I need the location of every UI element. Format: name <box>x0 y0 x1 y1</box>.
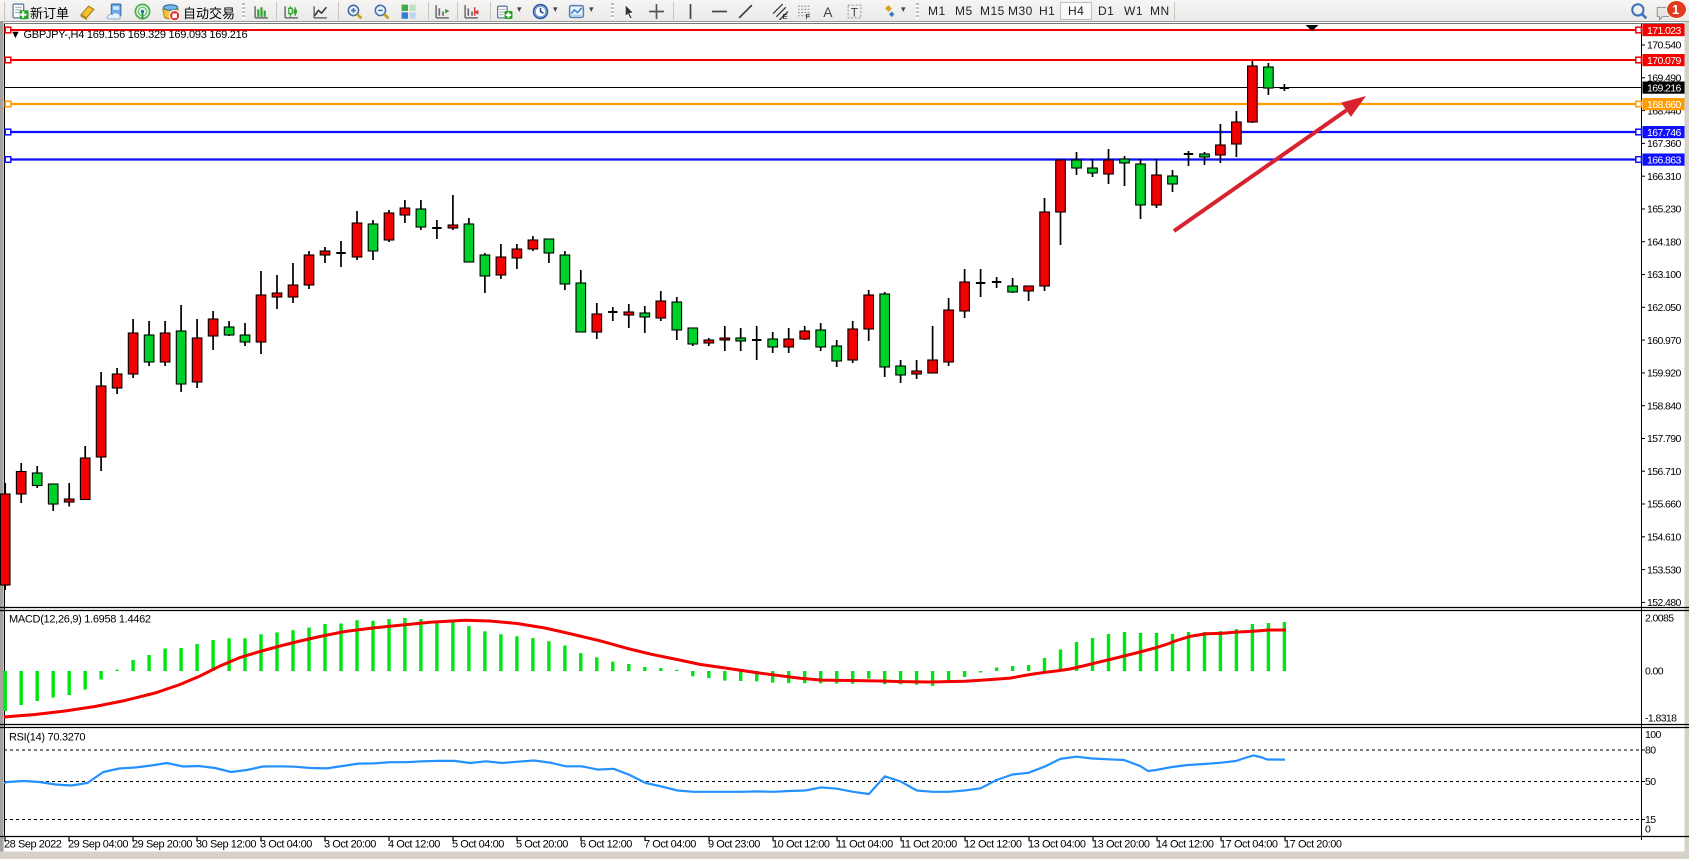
svg-text:171.023: 171.023 <box>1647 25 1682 37</box>
svg-text:167.360: 167.360 <box>1647 138 1682 150</box>
svg-text:13 Oct 04:00: 13 Oct 04:00 <box>1028 839 1086 851</box>
svg-text:100: 100 <box>1645 729 1661 741</box>
svg-text:6 Oct 12:00: 6 Oct 12:00 <box>580 839 632 851</box>
svg-text:17 Oct 04:00: 17 Oct 04:00 <box>1220 839 1278 851</box>
svg-text:11 Oct 20:00: 11 Oct 20:00 <box>900 839 957 851</box>
svg-text:30 Sep 12:00: 30 Sep 12:00 <box>196 839 256 851</box>
svg-text:5 Oct 04:00: 5 Oct 04:00 <box>452 839 504 851</box>
svg-text:▼ GBPJPY-,H4 169.156 169.329: ▼ GBPJPY-,H4 169.156 169.329 169.093 169… <box>10 29 248 41</box>
svg-text:156.710: 156.710 <box>1647 466 1682 478</box>
svg-text:28 Sep 2022: 28 Sep 2022 <box>4 839 62 851</box>
svg-text:A: A <box>823 4 833 20</box>
svg-text:-1.8318: -1.8318 <box>1645 713 1677 725</box>
svg-text:158.840: 158.840 <box>1647 400 1682 412</box>
svg-text:29 Sep 20:00: 29 Sep 20:00 <box>132 839 192 851</box>
svg-text:152.480: 152.480 <box>1647 597 1682 609</box>
svg-text:164.180: 164.180 <box>1647 236 1682 248</box>
svg-text:13 Oct 20:00: 13 Oct 20:00 <box>1092 839 1150 851</box>
svg-text:170.540: 170.540 <box>1647 40 1682 52</box>
svg-text:0: 0 <box>1645 824 1651 836</box>
svg-text:MACD(12,26,9) 1.6958 1.4462: MACD(12,26,9) 1.6958 1.4462 <box>9 614 151 626</box>
svg-text:166.863: 166.863 <box>1647 154 1682 166</box>
svg-text:163.100: 163.100 <box>1647 269 1682 281</box>
svg-text:169.216: 169.216 <box>1647 82 1682 94</box>
svg-text:12 Oct 12:00: 12 Oct 12:00 <box>964 839 1022 851</box>
svg-text:9 Oct 23:00: 9 Oct 23:00 <box>708 839 760 851</box>
svg-text:RSI(14) 70.3270: RSI(14) 70.3270 <box>9 732 85 744</box>
svg-text:3 Oct 04:00: 3 Oct 04:00 <box>260 839 312 851</box>
svg-text:3 Oct 20:00: 3 Oct 20:00 <box>324 839 376 851</box>
svg-text:162.050: 162.050 <box>1647 302 1682 314</box>
svg-text:50: 50 <box>1645 776 1656 788</box>
svg-text:167.746: 167.746 <box>1647 127 1682 139</box>
svg-text:5 Oct 20:00: 5 Oct 20:00 <box>516 839 568 851</box>
svg-text:17 Oct 20:00: 17 Oct 20:00 <box>1284 839 1342 851</box>
svg-text:F: F <box>806 12 811 20</box>
svg-text:160.970: 160.970 <box>1647 335 1682 347</box>
svg-text:168.660: 168.660 <box>1647 99 1682 111</box>
svg-text:4 Oct 12:00: 4 Oct 12:00 <box>388 839 440 851</box>
svg-text:170.079: 170.079 <box>1647 55 1682 67</box>
svg-text:166.310: 166.310 <box>1647 171 1682 183</box>
svg-text:165.230: 165.230 <box>1647 204 1682 216</box>
svg-text:154.610: 154.610 <box>1647 532 1682 544</box>
svg-text:157.790: 157.790 <box>1647 433 1682 445</box>
svg-text:T: T <box>851 6 858 19</box>
svg-text:80: 80 <box>1645 745 1656 757</box>
svg-text:14 Oct 12:00: 14 Oct 12:00 <box>1156 839 1214 851</box>
svg-text:153.530: 153.530 <box>1647 564 1682 576</box>
svg-text:155.660: 155.660 <box>1647 499 1682 511</box>
svg-text:10 Oct 12:00: 10 Oct 12:00 <box>772 839 830 851</box>
svg-text:29 Sep 04:00: 29 Sep 04:00 <box>68 839 128 851</box>
svg-text:E: E <box>783 12 788 20</box>
svg-text:7 Oct 04:00: 7 Oct 04:00 <box>644 839 696 851</box>
svg-text:0.00: 0.00 <box>1645 666 1664 678</box>
svg-text:159.920: 159.920 <box>1647 368 1682 380</box>
svg-text:2.0085: 2.0085 <box>1645 613 1674 625</box>
svg-text:11 Oct 04:00: 11 Oct 04:00 <box>836 839 893 851</box>
